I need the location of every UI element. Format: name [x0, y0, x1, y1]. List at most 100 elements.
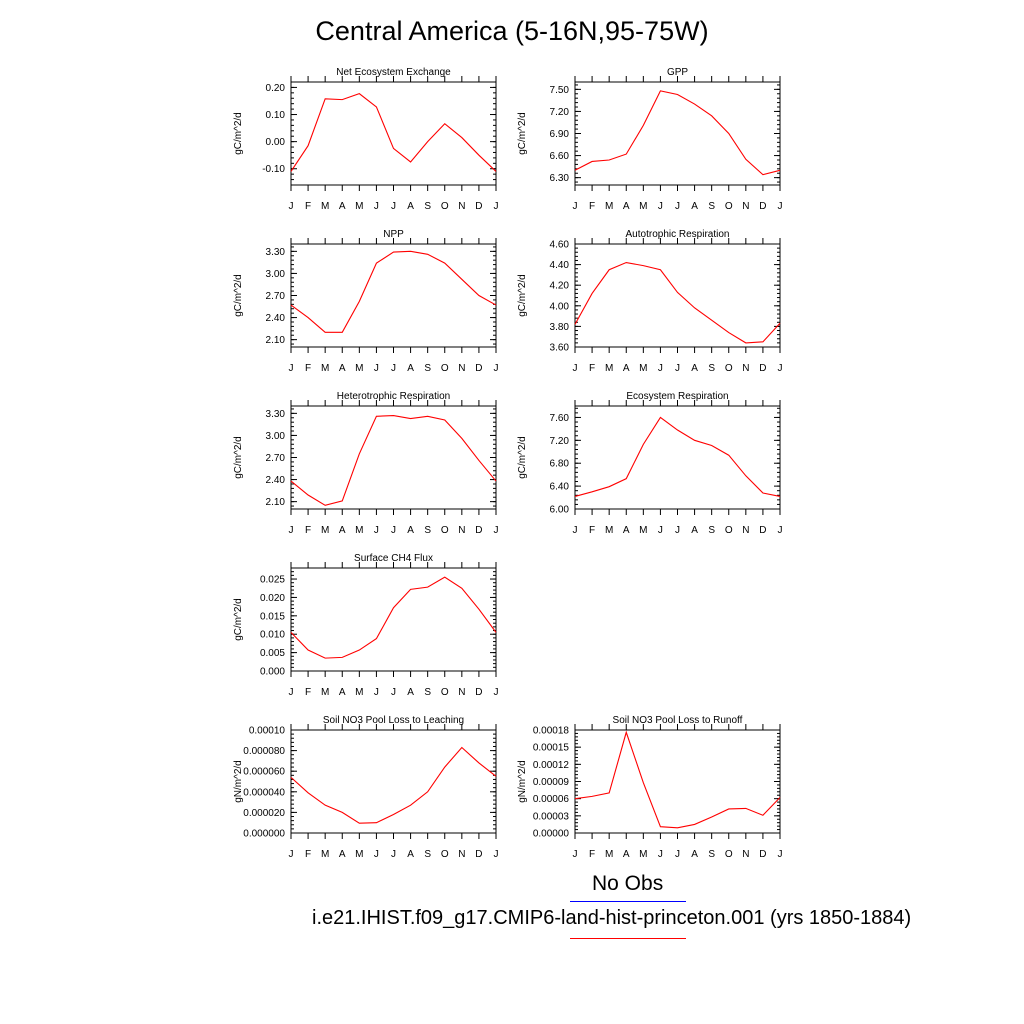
x-tick-label: N: [458, 687, 465, 698]
x-tick-label: J: [658, 201, 663, 212]
x-tick-label: J: [494, 363, 499, 374]
y-tick-label: 4.00: [550, 301, 570, 312]
x-tick-label: S: [708, 363, 715, 374]
x-tick-label: O: [725, 849, 733, 860]
x-tick-label: N: [742, 363, 749, 374]
x-tick-label: J: [573, 525, 578, 536]
x-tick-label: J: [289, 849, 294, 860]
x-tick-label: S: [708, 201, 715, 212]
x-tick-label: A: [691, 363, 698, 374]
y-axis-label: gC/m^2/d: [233, 112, 244, 155]
x-tick-label: A: [623, 201, 630, 212]
x-tick-label: J: [658, 363, 663, 374]
y-tick-label: 3.00: [266, 269, 286, 280]
x-tick-label: J: [658, 849, 663, 860]
x-tick-label: F: [305, 525, 311, 536]
y-axis-label: gC/m^2/d: [517, 436, 528, 479]
legend-model-label: i.e21.IHIST.f09_g17.CMIP6-land-hist-prin…: [312, 907, 912, 929]
x-tick-label: D: [759, 525, 766, 536]
plot-frame: [574, 81, 781, 186]
chart-title: Ecosystem Respiration: [626, 391, 728, 402]
x-tick-label: J: [374, 525, 379, 536]
x-tick-label: A: [339, 363, 346, 374]
y-tick-label: 2.10: [266, 335, 286, 346]
page-title: Central America (5-16N,95-75W): [315, 16, 709, 46]
chart-title: Autotrophic Respiration: [626, 229, 730, 240]
chart-panel-7: Surface CH4 Flux 0.000 0.005 0.010 0.015 0.02…: [233, 553, 499, 698]
series-line: [290, 250, 497, 333]
x-tick-label: J: [289, 525, 294, 536]
chart-title: NPP: [383, 229, 404, 240]
y-tick-label: 0.10: [266, 110, 286, 121]
x-tick-label: A: [339, 525, 346, 536]
x-tick-label: O: [441, 525, 449, 536]
x-tick-label: J: [289, 363, 294, 374]
x-tick-label: M: [605, 201, 613, 212]
x-tick-label: J: [374, 201, 379, 212]
x-tick-label: J: [778, 363, 783, 374]
x-tick-label: J: [391, 687, 396, 698]
x-tick-label: S: [424, 849, 431, 860]
x-tick-label: N: [458, 201, 465, 212]
chart-title: GPP: [667, 67, 688, 78]
x-tick-label: J: [494, 687, 499, 698]
x-tick-label: N: [458, 363, 465, 374]
x-tick-label: J: [494, 201, 499, 212]
x-tick-label: D: [475, 363, 482, 374]
x-tick-label: A: [407, 525, 414, 536]
x-tick-label: O: [441, 201, 449, 212]
y-tick-label: 4.20: [550, 281, 570, 292]
y-tick-label: 7.20: [550, 436, 570, 447]
y-tick-label: 0.025: [260, 575, 285, 586]
y-tick-label: 0.000040: [243, 787, 285, 798]
x-tick-label: M: [355, 201, 363, 212]
x-tick-label: A: [339, 687, 346, 698]
x-tick-label: M: [639, 849, 647, 860]
legend-obs-line: [570, 901, 686, 902]
chart-panel-1: Net Ecosystem Exchange -0.10 0.00 0.10 0.20 J…: [233, 67, 499, 212]
y-axis-label: gN/m^2/d: [233, 760, 244, 803]
series-line: [574, 416, 781, 497]
y-tick-label: 7.60: [550, 413, 570, 424]
y-tick-label: 0.00018: [533, 726, 570, 737]
x-tick-label: N: [742, 849, 749, 860]
x-tick-label: J: [289, 201, 294, 212]
y-tick-label: 3.80: [550, 322, 570, 333]
x-tick-label: J: [778, 849, 783, 860]
y-tick-label: 3.00: [266, 431, 286, 442]
y-tick-label: 6.90: [550, 129, 570, 140]
y-tick-label: 2.40: [266, 313, 286, 324]
y-tick-label: 6.80: [550, 459, 570, 470]
x-tick-label: O: [441, 363, 449, 374]
x-tick-label: F: [305, 363, 311, 374]
x-tick-label: S: [424, 363, 431, 374]
y-tick-label: 0.00006: [533, 794, 570, 805]
x-tick-label: J: [289, 687, 294, 698]
x-tick-label: M: [355, 363, 363, 374]
chart-panel-8: Soil NO3 Pool Loss to Leaching 0.000000 0.…: [233, 715, 499, 860]
x-tick-label: A: [623, 363, 630, 374]
x-tick-label: J: [778, 201, 783, 212]
x-tick-label: A: [407, 849, 414, 860]
x-tick-label: M: [355, 525, 363, 536]
x-tick-label: J: [374, 849, 379, 860]
x-tick-label: A: [691, 849, 698, 860]
y-axis-label: gC/m^2/d: [517, 112, 528, 155]
series-line: [290, 746, 497, 824]
y-tick-label: 0.00010: [249, 726, 286, 737]
x-tick-label: D: [759, 363, 766, 374]
y-tick-label: 0.00003: [533, 811, 570, 822]
x-tick-label: A: [339, 849, 346, 860]
y-tick-label: 7.20: [550, 107, 570, 118]
x-tick-label: M: [355, 849, 363, 860]
y-tick-label: 3.30: [266, 247, 286, 258]
y-tick-label: 0.00009: [533, 777, 570, 788]
x-tick-label: S: [708, 849, 715, 860]
x-tick-label: J: [675, 525, 680, 536]
x-tick-label: O: [441, 687, 449, 698]
x-tick-label: J: [573, 849, 578, 860]
y-tick-label: 3.60: [550, 343, 570, 354]
